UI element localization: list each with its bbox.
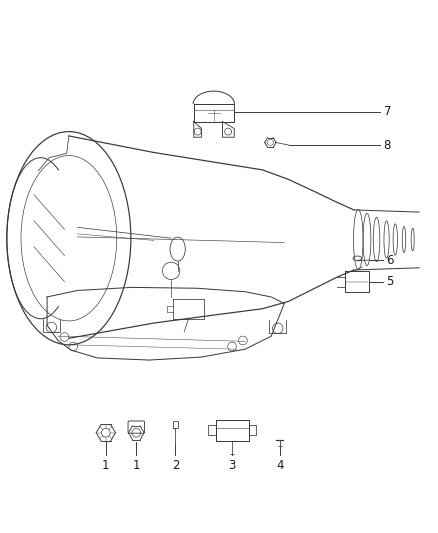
Text: 5: 5 <box>386 275 393 288</box>
Text: 3: 3 <box>228 459 236 472</box>
Text: 6: 6 <box>386 254 394 267</box>
Text: 1: 1 <box>133 459 140 472</box>
Text: 8: 8 <box>384 139 391 151</box>
Text: 4: 4 <box>276 459 284 472</box>
Text: 7: 7 <box>384 106 391 118</box>
Text: 2: 2 <box>172 459 179 472</box>
Text: 1: 1 <box>102 459 110 472</box>
